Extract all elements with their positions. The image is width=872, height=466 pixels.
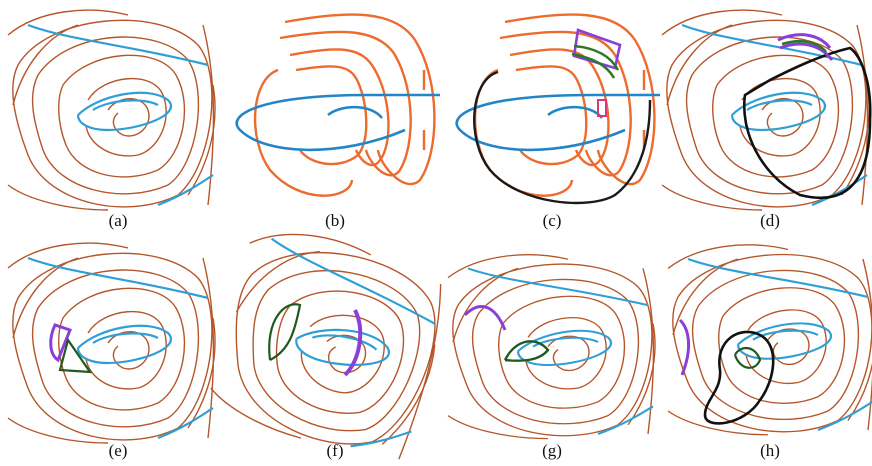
- caption: (h): [760, 441, 780, 460]
- panel-a: [8, 10, 215, 210]
- caption: (g): [542, 441, 562, 460]
- panel-c: [457, 15, 660, 203]
- caption: (d): [760, 211, 780, 230]
- panel-b: [237, 15, 440, 196]
- figure: (a) (b) (c) (d) (e) (f) (g) (h): [0, 0, 872, 466]
- panel-f: [204, 219, 456, 466]
- panel-e: [8, 243, 215, 443]
- panel-g: [448, 255, 655, 439]
- page: (a) (b) (c) (d) (e) (f) (g) (h) (() => {…: [0, 0, 872, 466]
- caption: (a): [109, 211, 128, 230]
- caption: (f): [327, 441, 344, 460]
- caption: (b): [325, 211, 345, 230]
- caption: (c): [543, 211, 562, 230]
- panel-d: [662, 10, 870, 210]
- panel-h: [668, 245, 872, 435]
- caption: (e): [109, 441, 128, 460]
